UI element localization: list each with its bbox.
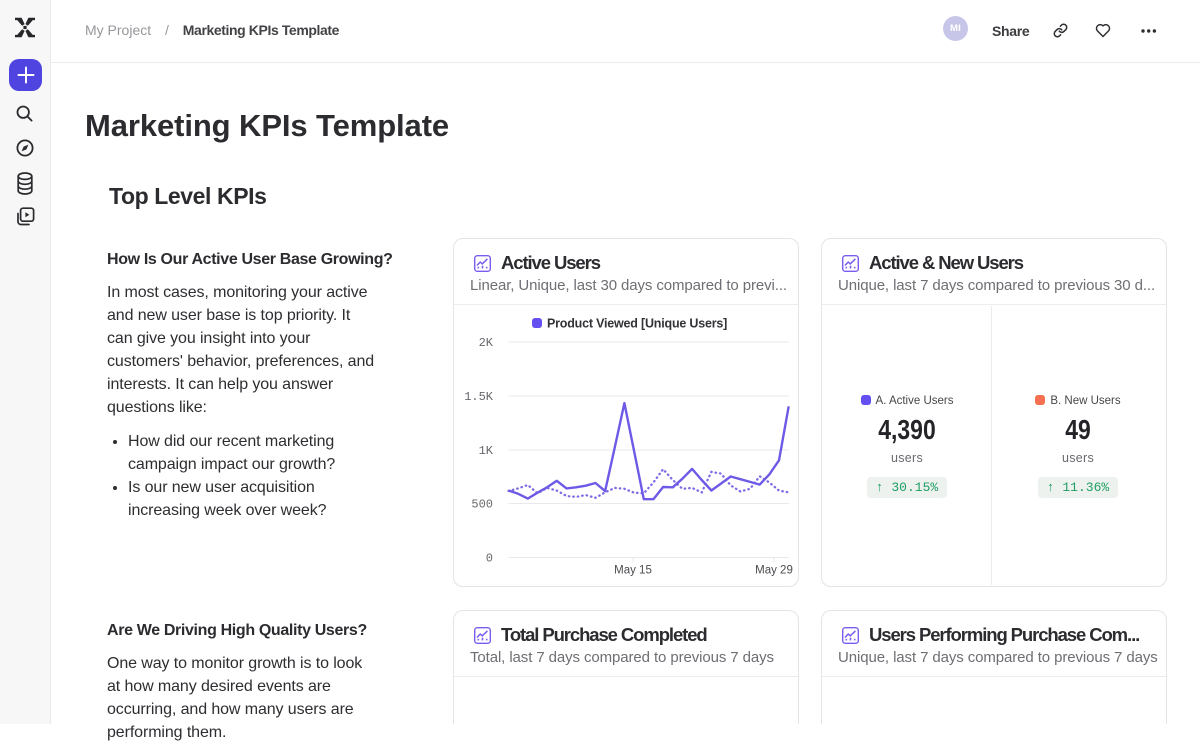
svg-text:May 15: May 15: [614, 565, 652, 577]
svg-text:0: 0: [486, 552, 493, 566]
svg-text:500: 500: [471, 498, 493, 512]
svg-text:May 29: May 29: [755, 565, 793, 577]
svg-text:2K: 2K: [479, 336, 494, 350]
svg-text:1K: 1K: [479, 444, 494, 458]
svg-text:1.5K: 1.5K: [464, 390, 494, 404]
svg-text:Product Viewed [Unique Users]: Product Viewed [Unique Users]: [547, 317, 727, 331]
